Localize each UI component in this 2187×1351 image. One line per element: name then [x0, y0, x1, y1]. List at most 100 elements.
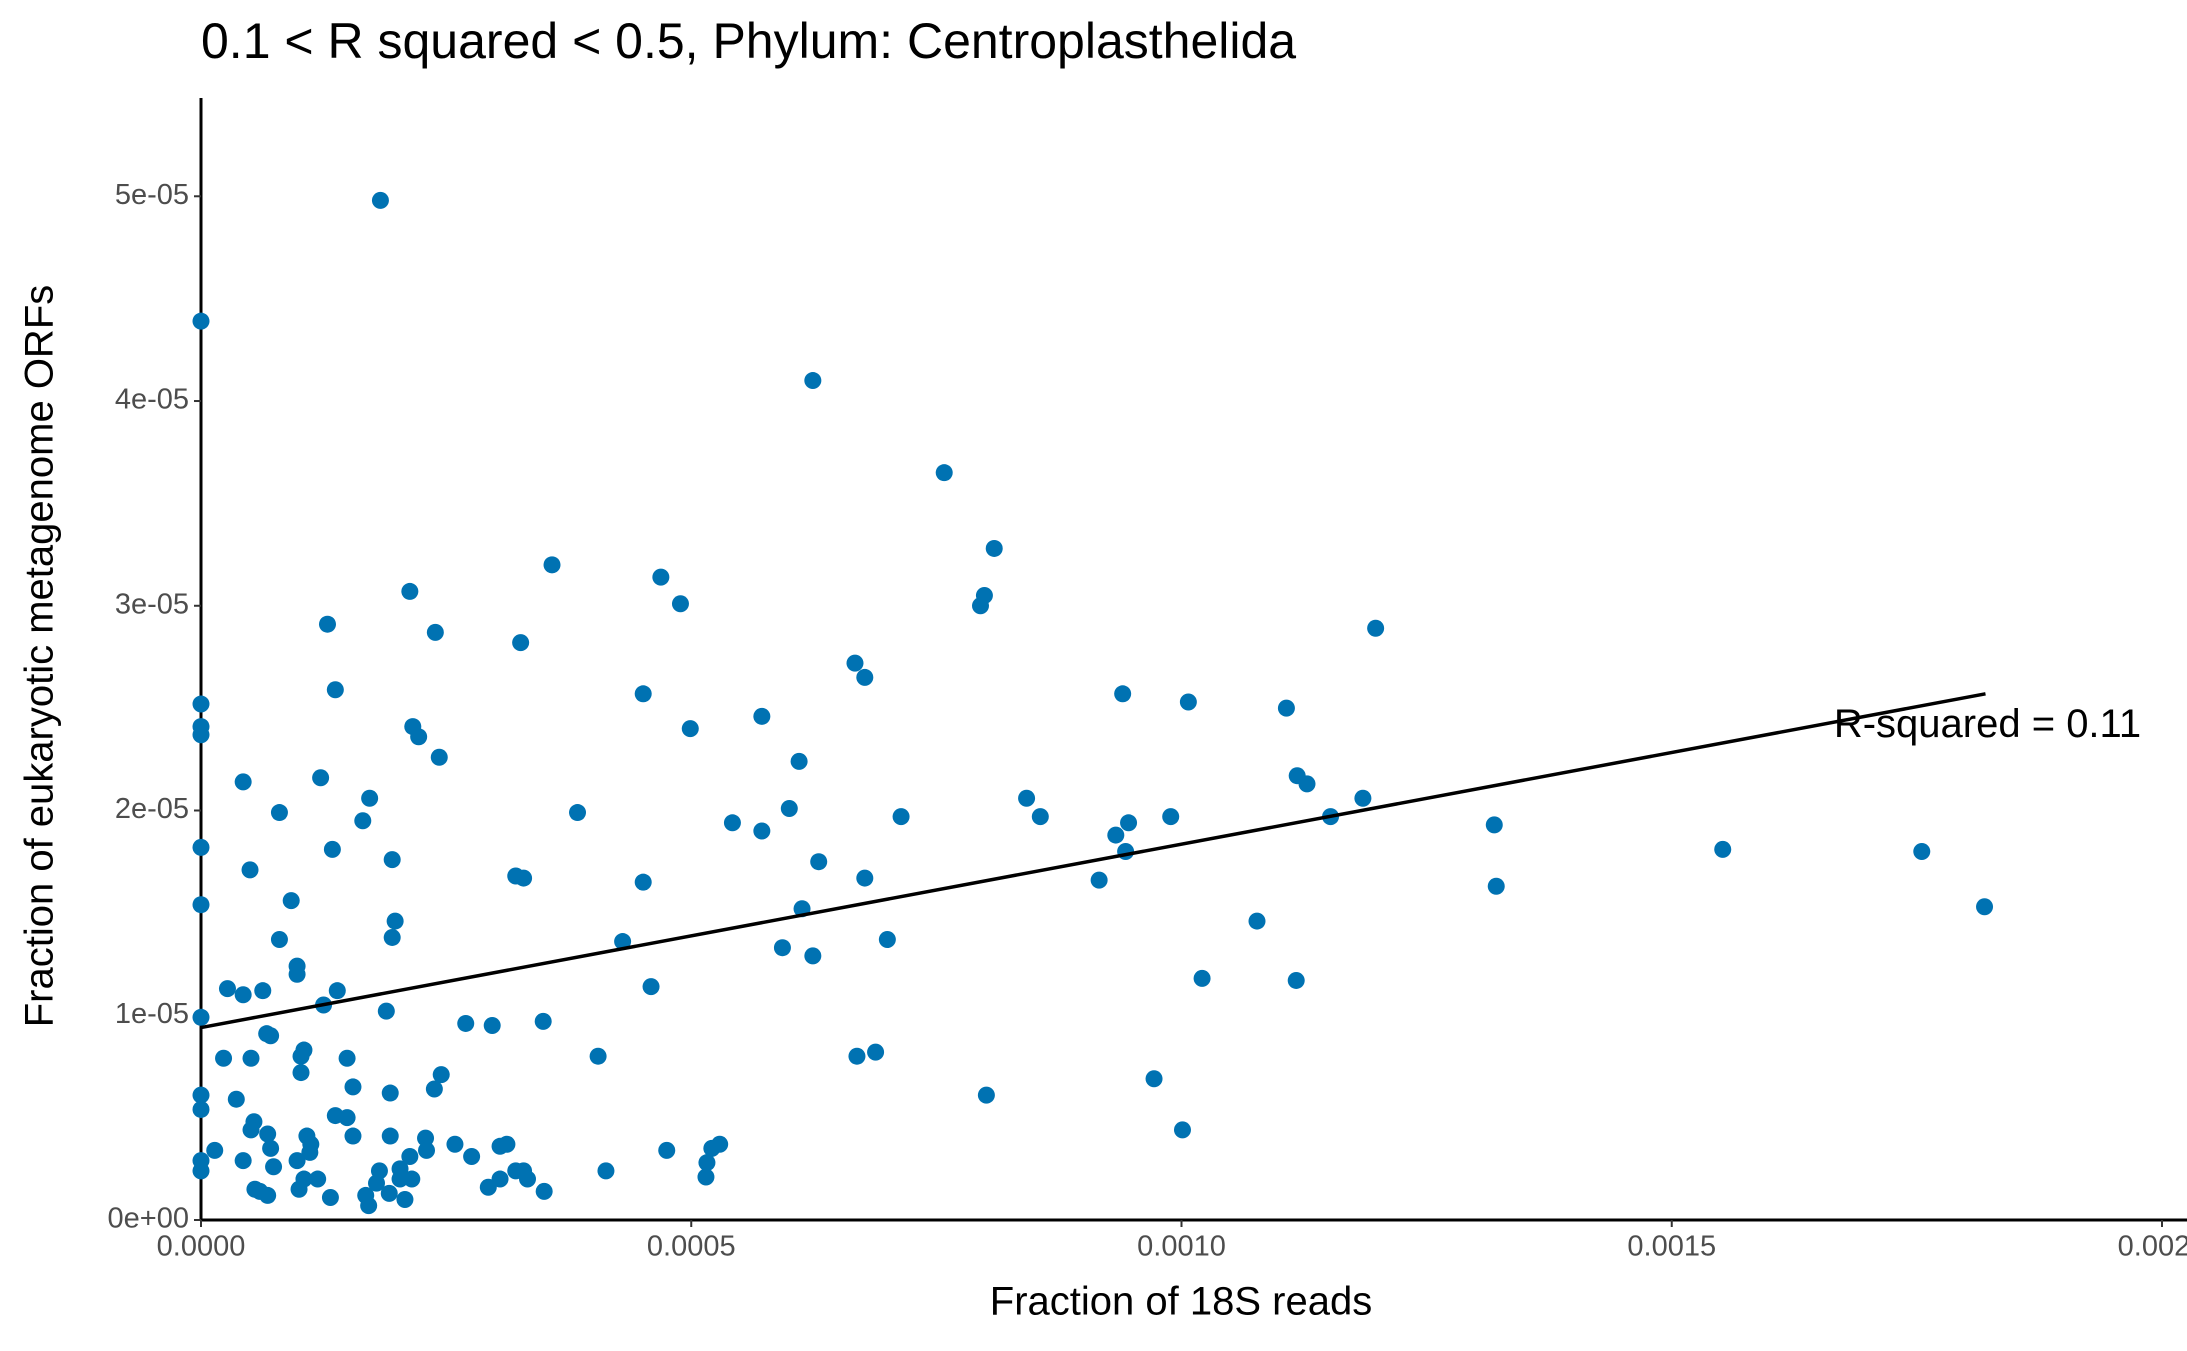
y-tick-label: 2e-05 [115, 793, 189, 825]
x-tick-label: 0.0005 [647, 1231, 736, 1263]
point [426, 623, 444, 641]
point [867, 1043, 885, 1061]
point [192, 1100, 210, 1118]
point [519, 1170, 537, 1188]
point [878, 931, 896, 948]
point [410, 728, 428, 746]
point [1193, 969, 1211, 987]
point [301, 1143, 319, 1161]
x-tick-label: 0.0015 [1627, 1231, 1716, 1263]
point [697, 1168, 715, 1186]
y-axis-label: Fraction of eukaryotic metagenome ORFs [18, 285, 62, 1028]
point [1120, 814, 1138, 832]
x-tick-label: 0.0020 [2118, 1231, 2187, 1263]
point [234, 773, 252, 791]
point [780, 799, 798, 817]
point [634, 873, 652, 891]
point [192, 312, 210, 330]
point [377, 1002, 395, 1020]
point [985, 539, 1003, 557]
point [753, 707, 771, 725]
point [234, 1152, 252, 1170]
point [215, 1049, 233, 1067]
point [265, 1158, 283, 1176]
point [403, 1170, 421, 1188]
point [241, 861, 259, 879]
point [206, 1141, 224, 1159]
point [892, 808, 910, 826]
point [391, 1170, 409, 1188]
point [1090, 871, 1108, 889]
point [804, 947, 822, 965]
point [658, 1141, 676, 1159]
point [1976, 898, 1994, 916]
point [856, 869, 874, 887]
point [1248, 912, 1266, 930]
point [1913, 842, 1931, 860]
point [262, 1027, 280, 1045]
point [192, 1162, 210, 1180]
point [338, 1109, 356, 1127]
point [338, 1049, 356, 1067]
point [381, 1127, 399, 1145]
point [218, 980, 236, 998]
point [543, 556, 561, 574]
point [515, 869, 533, 887]
point [321, 1188, 339, 1206]
point [288, 965, 306, 983]
point [432, 1066, 450, 1084]
point [401, 1148, 419, 1166]
point [328, 982, 346, 1000]
x-tick-label: 0.0000 [157, 1231, 246, 1263]
point [856, 668, 874, 686]
point [360, 1197, 378, 1215]
point [259, 1125, 277, 1143]
point [425, 1080, 443, 1098]
point [479, 1178, 497, 1196]
point [790, 752, 808, 770]
point [457, 1014, 475, 1032]
point [312, 769, 330, 787]
y-tick-label: 5e-05 [115, 179, 189, 211]
point [292, 1064, 310, 1082]
point [234, 986, 252, 1004]
point [671, 595, 689, 613]
point [681, 720, 699, 738]
point [589, 1047, 607, 1065]
point [288, 1152, 306, 1170]
point [309, 1170, 327, 1188]
fit-line [200, 692, 1986, 1030]
point [1298, 775, 1316, 793]
point [614, 933, 632, 951]
point [386, 912, 404, 930]
point [192, 726, 210, 744]
point [1485, 816, 1503, 834]
point [242, 1049, 260, 1067]
point [804, 372, 822, 390]
point [446, 1135, 464, 1153]
point [401, 582, 419, 600]
point [326, 681, 344, 699]
point [292, 1047, 310, 1065]
point [1277, 699, 1295, 717]
point [1287, 971, 1305, 989]
point [703, 1139, 721, 1157]
point [262, 1139, 280, 1157]
point [642, 978, 660, 996]
point [254, 982, 272, 1000]
point [971, 597, 989, 615]
point [1162, 808, 1180, 826]
y-tick-label: 3e-05 [115, 588, 189, 620]
point [977, 1086, 995, 1104]
point [192, 1008, 210, 1026]
y-tick-label: 4e-05 [115, 384, 189, 416]
point [1714, 840, 1732, 858]
point [371, 191, 389, 209]
point [418, 1141, 436, 1159]
point [290, 1180, 308, 1198]
point [1354, 789, 1372, 807]
point [846, 654, 864, 672]
point [512, 634, 530, 652]
point [192, 695, 210, 713]
